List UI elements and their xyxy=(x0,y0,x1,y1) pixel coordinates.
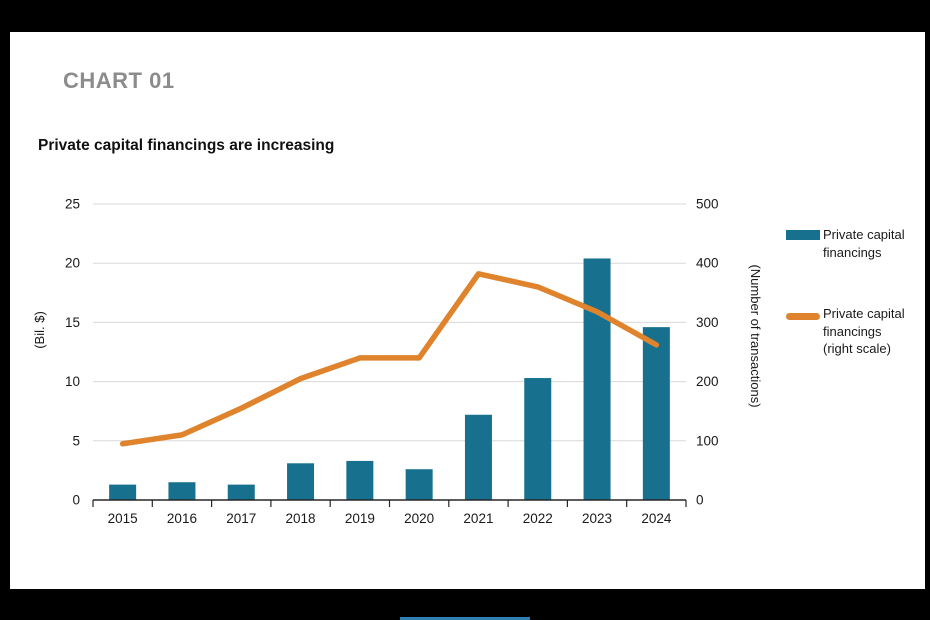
bar xyxy=(287,463,315,500)
x-axis-category-label: 2021 xyxy=(463,511,493,526)
right-axis-tick-label: 200 xyxy=(696,374,719,389)
x-axis-category-label: 2017 xyxy=(226,511,256,526)
page-title: Private capital financings are increasin… xyxy=(38,137,335,154)
bar xyxy=(524,378,552,500)
legend-label: Private capital financings xyxy=(823,227,905,260)
line-series xyxy=(119,271,660,447)
right-axis-tick-label: 500 xyxy=(696,197,719,212)
bar xyxy=(642,327,670,500)
left-axis-tick-label: 15 xyxy=(65,315,80,330)
left-axis-tick-label: 20 xyxy=(65,256,80,271)
right-axis-tick-label: 100 xyxy=(696,433,719,448)
right-axis-tick-label: 400 xyxy=(696,256,719,271)
legend-label: Private capital financings (right scale) xyxy=(823,306,905,356)
bar xyxy=(227,484,255,500)
x-axis-category-label: 2015 xyxy=(108,511,138,526)
left-axis-tick-label: 0 xyxy=(72,493,80,508)
right-axis-title: (Number of transactions) xyxy=(748,264,763,407)
x-axis-category-label: 2024 xyxy=(641,511,672,526)
right-axis-tick-label: 300 xyxy=(696,315,719,330)
x-axis-category-label: 2019 xyxy=(345,511,375,526)
legend-line-swatch-icon xyxy=(786,313,820,320)
left-axis-tick-label: 10 xyxy=(65,374,80,389)
left-axis-title: (Bil. $) xyxy=(32,311,47,349)
bottom-accent-bar xyxy=(400,617,530,620)
legend-bar-swatch-icon xyxy=(786,230,820,240)
bar xyxy=(583,258,611,500)
bar xyxy=(109,484,137,500)
legend-item-line: Private capital financings (right scale) xyxy=(786,305,905,358)
bar xyxy=(346,460,374,500)
bar xyxy=(405,469,433,500)
x-axis-category-label: 2023 xyxy=(582,511,612,526)
bar xyxy=(168,482,196,500)
right-axis-tick-label: 0 xyxy=(696,493,704,508)
left-axis-tick-label: 25 xyxy=(65,197,80,212)
x-axis-category-label: 2018 xyxy=(286,511,316,526)
left-axis-tick-label: 5 xyxy=(72,433,80,448)
bar xyxy=(464,414,492,500)
x-axis-category-label: 2022 xyxy=(523,511,553,526)
chart-kicker: CHART 01 xyxy=(63,68,175,93)
x-axis-category-label: 2020 xyxy=(404,511,434,526)
legend-item-bar: Private capital financings xyxy=(786,226,905,261)
x-axis-category-label: 2016 xyxy=(167,511,197,526)
